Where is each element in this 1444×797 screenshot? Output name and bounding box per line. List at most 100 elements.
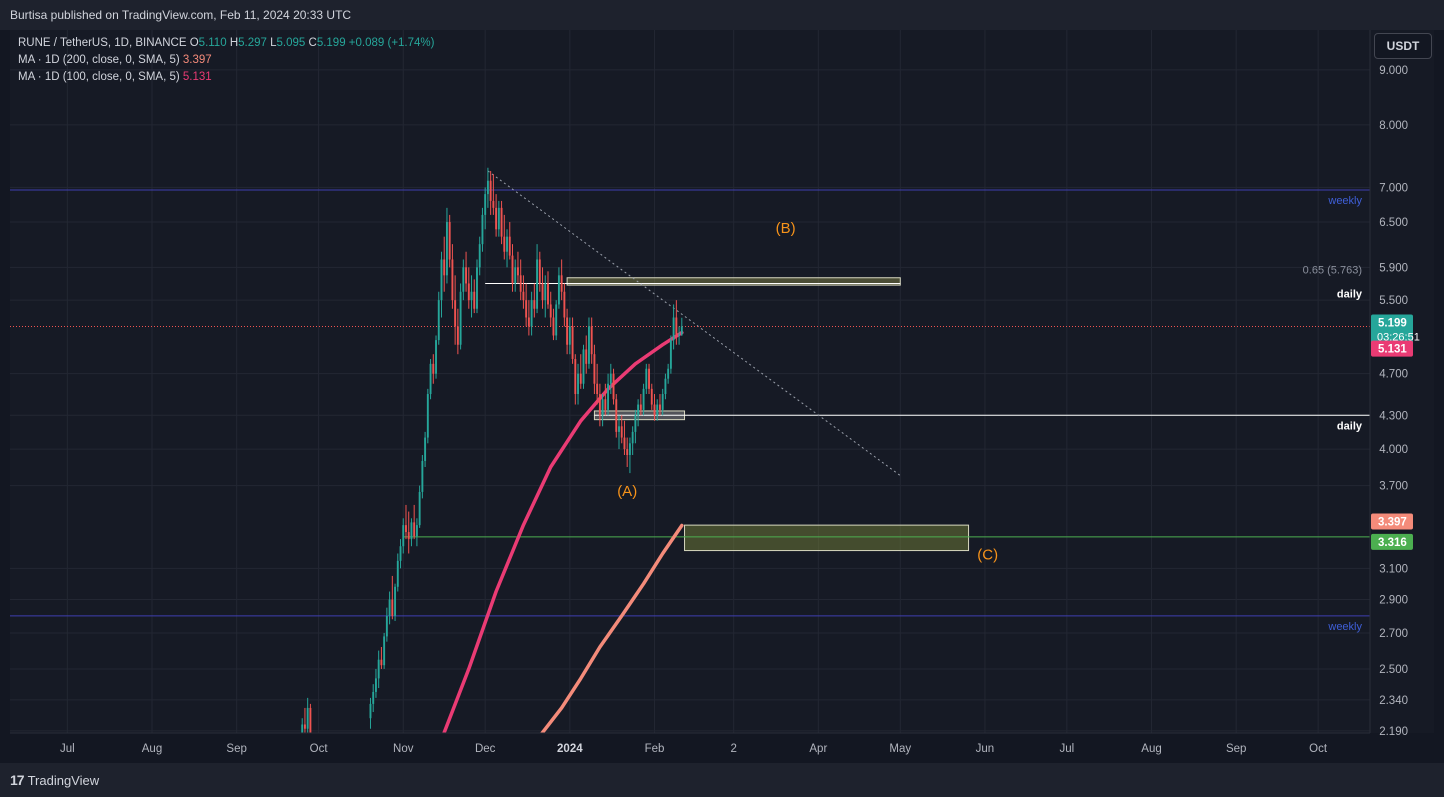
high-label: H — [229, 37, 239, 49]
candle-body — [593, 354, 596, 384]
ma100-row[interactable]: MA · 1D (100, close, 0, SMA, 5) 5.131 — [18, 69, 434, 86]
candle-body — [497, 207, 500, 230]
candle-body — [557, 275, 560, 305]
candle-body — [486, 180, 489, 195]
candle — [399, 539, 402, 569]
price-badge-value: 5.131 — [1378, 344, 1407, 356]
candle — [642, 383, 645, 416]
price-badge-bg — [1371, 314, 1413, 345]
candle — [473, 279, 476, 314]
candle — [432, 354, 435, 384]
low-label: L — [270, 37, 277, 49]
candle — [506, 229, 508, 268]
candle — [484, 187, 487, 230]
candle-body — [538, 259, 541, 284]
candle — [525, 283, 528, 327]
candle — [612, 368, 615, 405]
candle — [462, 259, 465, 301]
candle-body — [303, 724, 306, 729]
close-value: 5.199 — [316, 37, 346, 49]
candle-body — [560, 275, 563, 292]
candle-body — [678, 334, 681, 336]
candle — [577, 363, 579, 405]
currency-button[interactable]: USDT — [1374, 33, 1432, 59]
candle — [516, 251, 519, 284]
candle — [478, 236, 481, 276]
candle — [604, 383, 607, 416]
candle — [492, 174, 495, 215]
low-value: 5.095 — [276, 37, 306, 49]
candle-body — [604, 399, 607, 410]
candle — [301, 718, 304, 733]
candle — [547, 271, 549, 309]
time-tick-label: Jul — [1060, 743, 1075, 755]
candle — [598, 383, 601, 427]
candle — [440, 251, 443, 318]
candle-body — [525, 300, 528, 318]
publish-bar: Burtisa published on TradingView.com, Fe… — [0, 0, 1444, 30]
candle — [590, 317, 593, 364]
candle — [659, 394, 661, 416]
open-label: O — [189, 37, 199, 49]
price-tick-label: 3.100 — [1379, 563, 1408, 575]
candle — [661, 388, 664, 416]
candle-body — [626, 449, 629, 455]
candle — [549, 291, 552, 327]
candle — [511, 244, 514, 292]
candle — [538, 251, 541, 292]
ma200-row[interactable]: MA · 1D (200, close, 0, SMA, 5) 3.397 — [18, 52, 434, 69]
candle — [555, 300, 558, 341]
candle — [680, 317, 683, 336]
price-tick-label: 2.700 — [1379, 628, 1408, 640]
candle-body — [634, 415, 637, 432]
candle-body — [492, 200, 495, 208]
candle-body — [664, 378, 667, 395]
price-axis: 9.000 8.000 7.000 6.500 5.900 5.500 4.700 4.300… — [1369, 30, 1420, 738]
candle — [383, 632, 386, 669]
candle — [675, 300, 678, 345]
price-badge-bg — [1371, 340, 1413, 357]
time-tick-label: Aug — [1141, 743, 1161, 755]
wave-label-2: (C) — [977, 546, 998, 563]
candle-body — [607, 383, 610, 410]
candle-body — [623, 437, 626, 450]
candle-body — [372, 691, 375, 704]
candle-body — [369, 703, 372, 719]
price-tick-label: 2.500 — [1379, 664, 1408, 676]
candle — [476, 259, 478, 314]
candle — [508, 222, 511, 260]
candle — [380, 647, 383, 669]
candle — [503, 214, 506, 260]
candle-body — [552, 317, 555, 336]
candle — [465, 251, 468, 292]
hline-label-daily-3: daily — [1337, 420, 1363, 432]
candle-body — [533, 300, 536, 309]
symbol-label[interactable]: RUNE / TetherUS, 1D, BINANCE — [18, 37, 187, 49]
candle — [631, 426, 634, 455]
ma100-line — [442, 330, 684, 733]
price-badge-bg — [1371, 513, 1413, 530]
candle-body — [506, 236, 508, 252]
hline-label-daily-2: daily — [1337, 288, 1363, 300]
price-badge-bg — [1371, 533, 1413, 550]
candle-body — [680, 326, 683, 335]
candle — [678, 326, 681, 345]
price-badge-value: 3.316 — [1378, 537, 1407, 549]
candle — [495, 194, 498, 237]
high-value: 5.297 — [238, 37, 267, 49]
footer-bar: 17 TradingView — [0, 763, 1444, 797]
candle — [656, 399, 659, 421]
candle — [481, 207, 484, 252]
candle — [402, 518, 405, 554]
candle-body — [628, 443, 631, 455]
candle — [626, 437, 629, 467]
time-tick-label: Sep — [1226, 743, 1246, 755]
price-tick-label: 4.300 — [1379, 410, 1408, 422]
candle-body — [620, 426, 623, 438]
candle — [669, 335, 672, 374]
tradingview-logo[interactable]: 17 TradingView — [10, 772, 99, 788]
tradingview-brand: TradingView — [27, 772, 100, 788]
candle — [563, 283, 566, 327]
candle — [405, 504, 407, 540]
